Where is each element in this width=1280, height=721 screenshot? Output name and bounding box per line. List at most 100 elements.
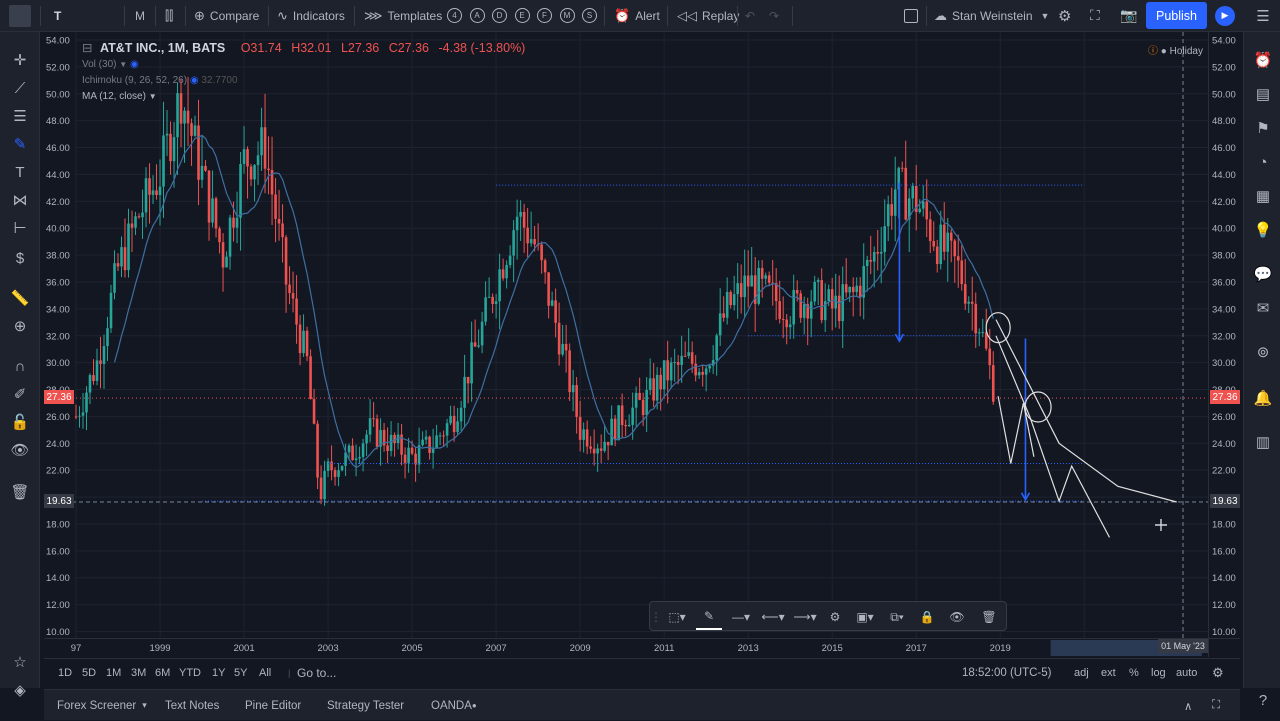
snapshot-button[interactable]: 📷 [1120,0,1137,31]
template-slot-e[interactable]: E [514,0,530,31]
line-start-dropdown[interactable]: ⟵▾ [758,604,788,630]
favorites-tool[interactable]: ☆ [8,650,32,674]
ruler-tool[interactable]: 📏 [8,286,32,310]
maximize-panel-button[interactable]: ⛶ [1212,690,1220,721]
trendline-tool[interactable]: ⟋ [8,76,32,100]
replay-button[interactable]: ◁◁ Replay [677,0,739,31]
drag-handle-icon[interactable]: ⋮ [650,610,662,624]
calendar-button[interactable]: ◔ [1251,150,1275,174]
chart-pane[interactable]: 54.00 54.00 52.00 52.00 50.00 50.00 48.00 48.00… [44,32,1240,657]
timeframe-5y[interactable]: 5Y [234,667,248,679]
timeframe-ytd[interactable]: YTD [179,667,201,679]
interval-button[interactable]: M [135,8,145,23]
panel-tab-forex-screener[interactable]: Forex Screener ▾ [57,699,147,712]
settings-button[interactable]: ⚙ [822,604,848,630]
chart-settings-button[interactable]: ⚙ [1212,659,1224,687]
scale-option-auto[interactable]: auto [1176,667,1198,679]
settings-button[interactable]: ⚙ [1058,0,1071,31]
line-end-dropdown[interactable]: ⟶▾ [790,604,820,630]
holiday-notice[interactable]: ⓘ ● Holiday [1148,46,1203,57]
fib-tool[interactable]: ☰ [8,104,32,128]
indicator-ma[interactable]: MA (12, close) ▼ [82,91,157,102]
timeframe-6m[interactable]: 6M [155,667,171,679]
template-slot-4[interactable]: 4 [447,0,462,31]
hide-button[interactable]: 👁 [944,604,970,630]
timeframe-1d[interactable]: 1D [58,667,73,679]
pattern-tool[interactable]: ⋈ [8,188,32,212]
chart-type-button[interactable]: ⫿⫿ [165,0,178,31]
timezone-clock[interactable]: 18:52:00 (UTC-5) [962,667,1052,679]
crosshair-tool[interactable]: ✛ [8,48,32,72]
templates-button[interactable]: ⋙ Templates [364,0,442,31]
timeframe-all[interactable]: All [259,667,272,679]
scale-option-ext[interactable]: ext [1101,667,1116,679]
watchlist-button[interactable]: ☰ [1251,4,1275,28]
template-slot-a[interactable]: A [469,0,485,31]
template-slot-s[interactable]: S [582,0,597,31]
line-color-button[interactable]: ✎ [696,604,722,630]
goto-date-button[interactable]: Go to... [297,666,337,680]
magnet-tool[interactable]: ∩ [8,354,32,378]
dom-button[interactable]: ▥ [1251,430,1275,454]
fullscreen-button[interactable]: ⛶ [1090,0,1100,31]
panel-tab-text-notes[interactable]: Text Notes [165,699,220,712]
price-tool[interactable]: $ [8,246,32,270]
undo-button[interactable]: ↶ [745,0,755,31]
chat-button[interactable]: 💬 [1251,262,1275,286]
scale-option-percent[interactable]: % [1129,667,1139,679]
data-window-button[interactable]: ▤ [1251,82,1275,106]
panel-tab-pine-editor[interactable]: Pine Editor [245,699,302,712]
eye-icon[interactable]: ◉ [189,75,199,86]
collapse-panel-button[interactable]: ∧ [1184,690,1192,721]
indicators-button[interactable]: ∿ Indicators [277,0,345,31]
timeframe-1y[interactable]: 1Y [212,667,226,679]
hide-drawings-tool[interactable]: 👁 [8,438,32,462]
line-width-dropdown[interactable]: —▾ [726,604,756,630]
notifications-button[interactable]: 🔔 [1251,386,1275,410]
ideas-button[interactable]: 💡 [1251,218,1275,242]
help-button[interactable]: ? [1251,688,1275,712]
user-avatar[interactable] [6,0,34,31]
eye-icon[interactable]: ◉ [129,59,139,70]
layout-name-button[interactable]: ☁ Stan Weinstein ▼ [934,0,1049,31]
visibility-dropdown[interactable]: ▣▾ [852,604,878,630]
template-slot-m[interactable]: M [559,0,575,31]
remove-drawings-tool[interactable]: 🗑 [8,480,32,504]
panel-tab-strategy-tester[interactable]: Strategy Tester [327,699,405,712]
news-button[interactable]: ▦ [1251,184,1275,208]
text-tool[interactable]: T [8,160,32,184]
redo-button[interactable]: ↷ [769,0,779,31]
brush-tool[interactable]: ✎ [8,132,32,156]
streams-button[interactable]: ⊚ [1251,340,1275,364]
stream-button[interactable]: ▶ [1214,0,1236,31]
timeframe-5d[interactable]: 5D [82,667,97,679]
clone-dropdown[interactable]: ⧉▾ [884,604,910,630]
alert-button[interactable]: ⏰ Alert [614,0,660,31]
legend-symbol-title[interactable]: AT&T INC., 1M, BATS [99,41,226,55]
template-slot-f[interactable]: F [537,0,552,31]
measure-tool[interactable]: ⊢ [8,216,32,240]
stay-drawing-tool[interactable]: ✐ [8,382,32,406]
avatar[interactable] [9,4,31,27]
zoom-tool[interactable]: ⊕ [8,314,32,338]
scale-option-adj[interactable]: adj [1074,667,1089,679]
template-dropdown[interactable]: ⬚▾ [664,604,690,630]
object-tree-tool[interactable]: ◈ [8,678,32,702]
timeframe-1m[interactable]: 1M [106,667,122,679]
indicator-ichimoku[interactable]: Ichimoku (9, 26, 52, 26) ◉ 32.7700 [82,75,238,86]
lock-button[interactable]: 🔒 [914,604,940,630]
indicator-volume[interactable]: Vol (30) ▼ ◉ [82,59,139,70]
layout-toggle-button[interactable] [904,0,918,31]
alerts-panel-button[interactable]: ⏰ [1251,48,1275,72]
compare-button[interactable]: ⊕ Compare [194,0,259,31]
symbol-search[interactable]: T [54,8,62,23]
lock-drawings-tool[interactable]: 🔓 [8,410,32,434]
timeframe-3m[interactable]: 3M [131,667,147,679]
panel-tab-oanda[interactable]: OANDA ● [431,699,477,712]
private-chat-button[interactable]: ✉ [1251,296,1275,320]
collapse-legend-icon[interactable]: ⊟ [82,41,93,55]
publish-button[interactable]: Publish [1146,2,1207,29]
delete-button[interactable]: 🗑 [976,604,1002,630]
scale-option-log[interactable]: log [1151,667,1166,679]
hotlist-button[interactable]: ⚑ [1251,116,1275,140]
